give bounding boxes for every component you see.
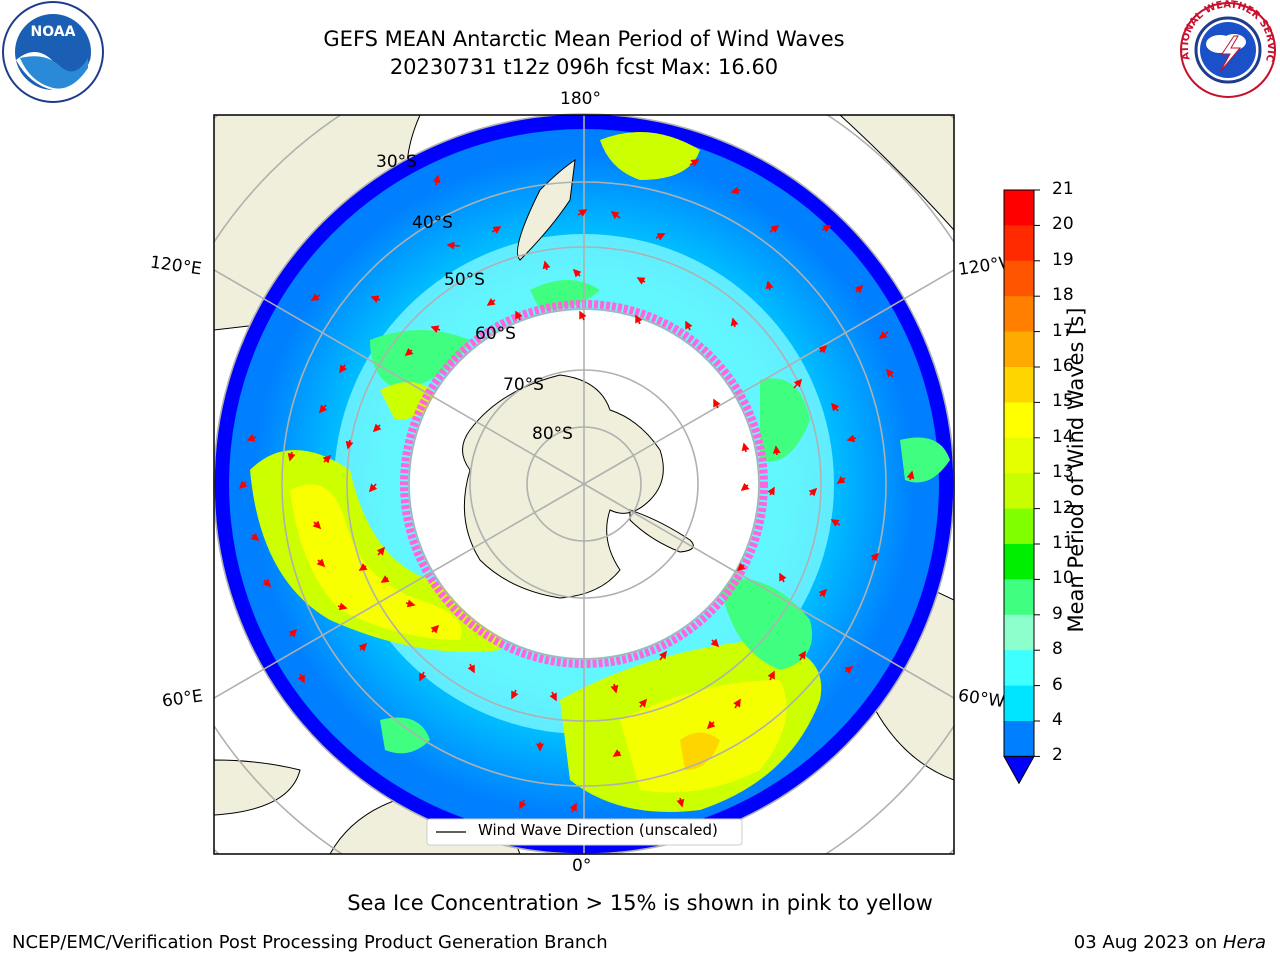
colorbar-tick-label: 21 bbox=[1052, 179, 1074, 199]
map-frame bbox=[213, 114, 955, 855]
colorbar-tick-label: 6 bbox=[1052, 674, 1063, 695]
lat-label-50s: 50°S bbox=[444, 270, 485, 290]
lat-label-80s: 80°S bbox=[532, 424, 573, 444]
colorbar-tick-label: 20 bbox=[1052, 214, 1074, 235]
colorbar-segment bbox=[1004, 331, 1034, 368]
longitude-grid bbox=[214, 115, 954, 854]
colorbar-segment bbox=[1004, 367, 1034, 403]
lon-label-180: 180° bbox=[560, 89, 601, 109]
colorbar-tick-label: 2 bbox=[1052, 745, 1063, 766]
lon-label-0: 0° bbox=[572, 856, 592, 876]
arrow-legend bbox=[426, 818, 743, 846]
colorbar-tick-label: 19 bbox=[1052, 249, 1074, 270]
colorbar-segment bbox=[1004, 508, 1034, 545]
arrow-legend-label: Wind Wave Direction (unscaled) bbox=[478, 821, 718, 839]
colorbar-tick-label: 13 bbox=[1052, 462, 1074, 483]
sea-ice-note: Sea Ice Concentration > 15% is shown in … bbox=[347, 891, 933, 915]
colorbar-tick-label: 11 bbox=[1052, 533, 1074, 553]
chart-title: GEFS MEAN Antarctic Mean Period of Wind … bbox=[323, 27, 845, 51]
colorbar-tick-label: 18 bbox=[1052, 285, 1074, 306]
colorbar-tick-label: 4 bbox=[1052, 710, 1063, 730]
colorbar-tick-label: 16 bbox=[1052, 356, 1074, 376]
wind-wave-arrows bbox=[238, 159, 915, 813]
colorbar-tick-label: 14 bbox=[1052, 426, 1074, 447]
colorbar-segment bbox=[1004, 544, 1034, 580]
colorbar-segment bbox=[1004, 579, 1034, 616]
colorbar-segment bbox=[1004, 260, 1034, 297]
lat-label-60s: 60°S bbox=[475, 324, 516, 344]
chart-subtitle: 20230731 t12z 096h fcst Max: 16.60 bbox=[389, 55, 779, 79]
noaa-logo-text: NOAA bbox=[31, 24, 76, 40]
colorbar-segment bbox=[1004, 614, 1034, 651]
colorbar-segment bbox=[1004, 225, 1034, 262]
lat-label-40s: 40°S bbox=[412, 213, 453, 233]
colorbar bbox=[1003, 189, 1040, 785]
colorbar-segment bbox=[1004, 437, 1034, 474]
colorbar-tick-label: 9 bbox=[1052, 603, 1063, 624]
lat-label-30s: 30°S bbox=[376, 152, 417, 172]
colorbar-segment bbox=[1004, 402, 1034, 439]
colorbar-label: Mean Period of Wind Waves [s] bbox=[1064, 307, 1088, 633]
nws-logo: NATIONAL WEATHER SERVICE bbox=[1176, 0, 1276, 98]
noaa-logo: NOAA bbox=[2, 1, 104, 103]
footer-date: 03 Aug 2023 on Hera bbox=[1074, 932, 1266, 953]
colorbar-tick-label: 10 bbox=[1052, 568, 1074, 589]
lat-label-70s: 70°S bbox=[503, 375, 544, 395]
footer-producer: NCEP/EMC/Verification Post Processing Pr… bbox=[12, 932, 608, 953]
footer-machine: Hera bbox=[1222, 932, 1266, 953]
colorbar-tick-label: 15 bbox=[1052, 391, 1074, 412]
footer-date-text: 03 Aug 2023 on bbox=[1073, 932, 1223, 953]
colorbar-tick-label: 17 bbox=[1052, 320, 1074, 341]
colorbar-segment bbox=[1004, 190, 1034, 226]
colorbar-segment bbox=[1004, 650, 1034, 687]
colorbar-tick-label: 8 bbox=[1052, 639, 1063, 660]
colorbar-tick-label: 12 bbox=[1052, 497, 1074, 518]
colorbar-segment bbox=[1004, 473, 1034, 510]
colorbar-segment bbox=[1004, 296, 1034, 333]
colorbar-segment bbox=[1004, 721, 1034, 757]
colorbar-extend-triangle bbox=[1003, 755, 1035, 785]
colorbar-segment bbox=[1004, 685, 1034, 722]
